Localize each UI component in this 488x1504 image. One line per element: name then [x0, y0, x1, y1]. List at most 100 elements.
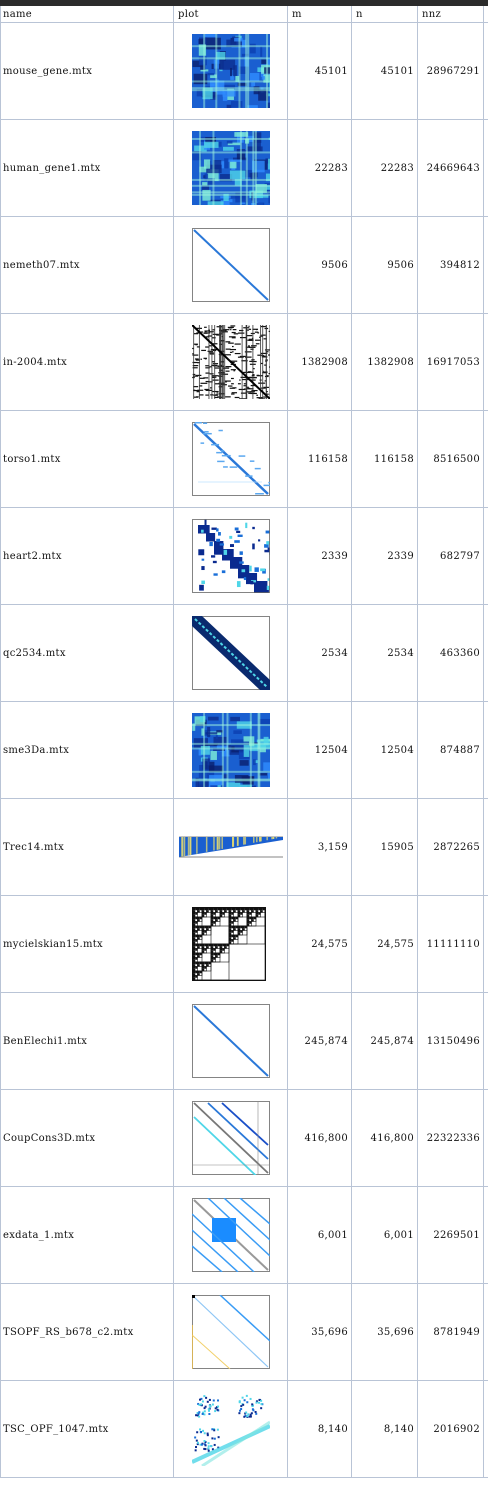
nnz-count: 11111110 [417, 895, 484, 993]
cols-n: 416,800 [351, 1089, 418, 1187]
col-header-m[interactable]: m [287, 6, 352, 23]
row-spacer [483, 119, 488, 217]
matrix-name[interactable]: exdata_1.mtx [0, 1186, 174, 1284]
matrix-name[interactable]: TSOPF_RS_b678_c2.mtx [0, 1283, 174, 1381]
sparsity-plot [173, 507, 288, 605]
row-spacer [483, 216, 488, 314]
col-header-plot[interactable]: plot [173, 6, 288, 23]
block-sparse-icon [175, 519, 287, 593]
nnz-count: 24669643 [417, 119, 484, 217]
nnz-count: 2269501 [417, 1186, 484, 1284]
table-row[interactable]: in-2004.mtx 1382908 1382908 16917053 [0, 313, 488, 411]
nnz-count: 13150496 [417, 992, 484, 1090]
nnz-count: 2016902 [417, 1380, 484, 1478]
cols-n: 1382908 [351, 313, 418, 411]
rows-m: 9506 [287, 216, 352, 314]
row-spacer [483, 1089, 488, 1187]
sparsity-plot [173, 798, 288, 896]
diagonal-band-icon [175, 228, 287, 302]
row-spacer [483, 895, 488, 993]
sparsity-plot [173, 604, 288, 702]
matrix-name[interactable]: torso1.mtx [0, 410, 174, 508]
dense-black-icon [175, 325, 287, 399]
rows-m: 3,159 [287, 798, 352, 896]
col-header-name[interactable]: name [0, 6, 174, 23]
fractal-blocks-icon [175, 907, 287, 981]
nnz-count: 8781949 [417, 1283, 484, 1381]
nnz-count: 682797 [417, 507, 484, 605]
sparse-diagonal-icon [175, 422, 287, 496]
table-row[interactable]: TSC_OPF_1047.mtx 8,140 8,140 2016902 [0, 1380, 488, 1478]
table-row[interactable]: BenElechi1.mtx 245,874 245,874 13150496 [0, 992, 488, 1090]
row-spacer [483, 313, 488, 411]
matrix-name[interactable]: CoupCons3D.mtx [0, 1089, 174, 1187]
table-row[interactable]: torso1.mtx 116158 116158 8516500 [0, 410, 488, 508]
table-row[interactable]: CoupCons3D.mtx 416,800 416,800 22322336 [0, 1089, 488, 1187]
cols-n: 45101 [351, 22, 418, 120]
table-row[interactable]: exdata_1.mtx 6,001 6,001 2269501 [0, 1186, 488, 1284]
diagonal-band-icon [175, 1004, 287, 1078]
table-row[interactable]: TSOPF_RS_b678_c2.mtx 35,696 35,696 8781949 [0, 1283, 488, 1381]
row-spacer [483, 1380, 488, 1478]
nnz-count: 16917053 [417, 313, 484, 411]
sparsity-plot [173, 1186, 288, 1284]
col-header-n[interactable]: n [351, 6, 418, 23]
sparsity-plot [173, 895, 288, 993]
matrix-name[interactable]: mouse_gene.mtx [0, 22, 174, 120]
rows-m: 22283 [287, 119, 352, 217]
matrix-name[interactable]: TSC_OPF_1047.mtx [0, 1380, 174, 1478]
rows-m: 12504 [287, 701, 352, 799]
nnz-count: 28967291 [417, 22, 484, 120]
nnz-count: 22322336 [417, 1089, 484, 1187]
col-header-spacer [483, 6, 488, 23]
row-spacer [483, 604, 488, 702]
cols-n: 15905 [351, 798, 418, 896]
matrix-name[interactable]: qc2534.mtx [0, 604, 174, 702]
table-row[interactable]: mycielskian15.mtx 24,575 24,575 11111110 [0, 895, 488, 993]
table-row[interactable]: qc2534.mtx 2534 2534 463360 [0, 604, 488, 702]
nnz-count: 394812 [417, 216, 484, 314]
table-row[interactable]: sme3Da.mtx 12504 12504 874887 [0, 701, 488, 799]
col-header-nnz[interactable]: nnz [417, 6, 484, 23]
sparsity-plot [173, 1380, 288, 1478]
row-spacer [483, 701, 488, 799]
rows-m: 245,874 [287, 992, 352, 1090]
matrix-name[interactable]: mycielskian15.mtx [0, 895, 174, 993]
rows-m: 2339 [287, 507, 352, 605]
matrix-name[interactable]: Trec14.mtx [0, 798, 174, 896]
dense-blue-icon [175, 713, 287, 787]
table-row[interactable]: nemeth07.mtx 9506 9506 394812 [0, 216, 488, 314]
sparsity-plot [173, 992, 288, 1090]
table-row[interactable]: heart2.mtx 2339 2339 682797 [0, 507, 488, 605]
sparsity-plot [173, 22, 288, 120]
dense-blue-icon [175, 131, 287, 205]
matrix-name[interactable]: sme3Da.mtx [0, 701, 174, 799]
cols-n: 12504 [351, 701, 418, 799]
cols-n: 8,140 [351, 1380, 418, 1478]
matrix-name[interactable]: human_gene1.mtx [0, 119, 174, 217]
rows-m: 2534 [287, 604, 352, 702]
cols-n: 116158 [351, 410, 418, 508]
table-row[interactable]: mouse_gene.mtx 45101 45101 28967291 [0, 22, 488, 120]
rows-m: 24,575 [287, 895, 352, 993]
wide-band-icon [175, 616, 287, 690]
matrix-name[interactable]: nemeth07.mtx [0, 216, 174, 314]
matrix-name[interactable]: in-2004.mtx [0, 313, 174, 411]
sparsity-plot [173, 1089, 288, 1187]
row-spacer [483, 507, 488, 605]
matrix-name[interactable]: BenElechi1.mtx [0, 992, 174, 1090]
sparsity-plot [173, 216, 288, 314]
nnz-count: 463360 [417, 604, 484, 702]
matrix-name[interactable]: heart2.mtx [0, 507, 174, 605]
row-spacer [483, 22, 488, 120]
rows-m: 416,800 [287, 1089, 352, 1187]
sparsity-plot [173, 410, 288, 508]
multi-diagonal-icon [175, 1101, 287, 1175]
cols-n: 2339 [351, 507, 418, 605]
rows-m: 6,001 [287, 1186, 352, 1284]
table-row[interactable]: Trec14.mtx 3,159 15905 2872265 [0, 798, 488, 896]
table-row[interactable]: human_gene1.mtx 22283 22283 24669643 [0, 119, 488, 217]
top-bar [0, 0, 488, 6]
sparsity-plot [173, 1283, 288, 1381]
cols-n: 6,001 [351, 1186, 418, 1284]
